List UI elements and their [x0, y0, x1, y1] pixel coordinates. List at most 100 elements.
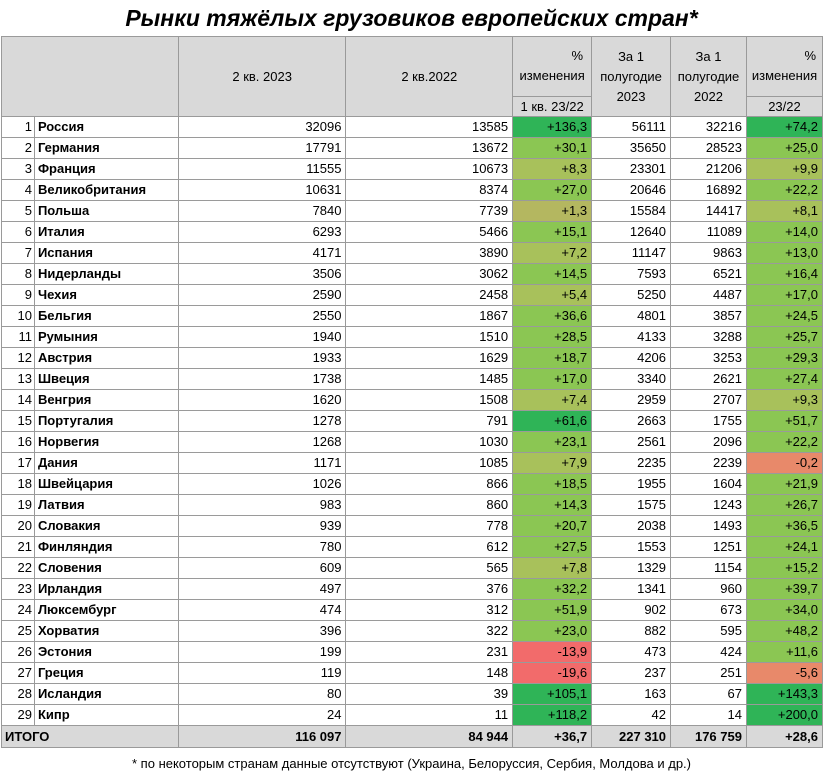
country-name: Бельгия [33, 305, 179, 327]
header-h1-2022-line2: полугодие [677, 68, 740, 84]
table-row: 15 Португалия 1278 791 +61,6 2663 1755 +51,7 [1, 410, 823, 432]
table-row: 25 Хорватия 396 322 +23,0 882 595 +48,2 [1, 620, 823, 642]
pct-change-quarter: +23,1 [512, 431, 593, 453]
h1-2023-value: 2038 [591, 515, 672, 537]
row-number: 8 [1, 263, 35, 285]
q2-2023-value: 780 [177, 536, 347, 558]
h1-2022-value: 1154 [670, 557, 747, 579]
h1-2022-value: 2621 [670, 368, 747, 390]
pct-change-quarter: +18,7 [512, 347, 593, 369]
header-subrow: 1 кв. 23/22 23/22 [2, 95, 823, 118]
table-row: 28 Исландия 80 39 +105,1 163 67 +143,3 [1, 683, 823, 705]
row-number: 25 [1, 620, 35, 642]
row-number: 10 [1, 305, 35, 327]
h1-2023-value: 23301 [591, 158, 672, 180]
q2-2022-value: 1867 [345, 305, 514, 327]
h1-2023-value: 20646 [591, 179, 672, 201]
q2-2022-value: 565 [345, 557, 514, 579]
pct-change-halfyear: +22,2 [745, 179, 823, 201]
header-change-quarter-sub: 1 кв. 23/22 [512, 95, 593, 118]
total-q2-2022: 84 944 [345, 725, 514, 748]
h1-2022-value: 4487 [670, 284, 747, 306]
country-name: Швеция [33, 368, 179, 390]
h1-2022-value: 32216 [670, 116, 747, 138]
q2-2023-value: 1940 [177, 326, 347, 348]
header-change-halfyear: % изменения [745, 36, 823, 97]
row-number: 29 [1, 704, 35, 726]
pct-change-halfyear: +27,4 [745, 368, 823, 390]
table-row: 23 Ирландия 497 376 +32,2 1341 960 +39,7 [1, 578, 823, 600]
q2-2022-value: 3890 [345, 242, 514, 264]
total-h1-2022: 176 759 [670, 725, 747, 748]
country-name: Венгрия [33, 389, 179, 411]
country-name: Австрия [33, 347, 179, 369]
pct-change-quarter: +28,5 [512, 326, 593, 348]
table-title: Рынки тяжёлых грузовиков европейских стр… [125, 5, 698, 31]
q2-2022-value: 778 [345, 515, 514, 537]
q2-2023-value: 983 [177, 494, 347, 516]
header-change-quarter-line2: изменения [519, 68, 585, 84]
h1-2022-value: 16892 [670, 179, 747, 201]
pct-change-quarter: +27,5 [512, 536, 593, 558]
h1-2023-value: 4206 [591, 347, 672, 369]
table-body: 1 Россия 32096 13585 +136,3 56111 32216 +74,2 2 Г… [1, 116, 823, 726]
pct-change-halfyear: +36,5 [745, 515, 823, 537]
h1-2022-value: 2707 [670, 389, 747, 411]
q2-2023-value: 11555 [177, 158, 347, 180]
country-name: Хорватия [33, 620, 179, 642]
country-name: Великобритания [33, 179, 179, 201]
row-number: 4 [1, 179, 35, 201]
header-q2-2023: 2 кв. 2023 [177, 36, 347, 117]
table-row: 11 Румыния 1940 1510 +28,5 4133 3288 +25,7 [1, 326, 823, 348]
country-name: Словения [33, 557, 179, 579]
q2-2023-value: 1026 [177, 473, 347, 495]
h1-2022-value: 1493 [670, 515, 747, 537]
country-name: Греция [33, 662, 179, 684]
total-label: ИТОГО [1, 725, 179, 748]
table-row: 22 Словения 609 565 +7,8 1329 1154 +15,2 [1, 557, 823, 579]
row-number: 14 [1, 389, 35, 411]
row-number: 27 [1, 662, 35, 684]
pct-change-quarter: +15,1 [512, 221, 593, 243]
row-number: 21 [1, 536, 35, 558]
q2-2022-value: 791 [345, 410, 514, 432]
q2-2023-value: 609 [177, 557, 347, 579]
q2-2023-value: 1171 [177, 452, 347, 474]
table-row: 17 Дания 1171 1085 +7,9 2235 2239 -0,2 [1, 452, 823, 474]
pct-change-quarter: +1,3 [512, 200, 593, 222]
h1-2023-value: 1329 [591, 557, 672, 579]
q2-2022-value: 7739 [345, 200, 514, 222]
pct-change-halfyear: +24,1 [745, 536, 823, 558]
h1-2023-value: 3340 [591, 368, 672, 390]
q2-2022-value: 8374 [345, 179, 514, 201]
h1-2022-value: 11089 [670, 221, 747, 243]
table-row: 8 Нидерланды 3506 3062 +14,5 7593 6521 +16,4 [1, 263, 823, 285]
q2-2023-value: 497 [177, 578, 347, 600]
row-number: 7 [1, 242, 35, 264]
h1-2022-value: 1755 [670, 410, 747, 432]
country-name: Швейцария [33, 473, 179, 495]
pct-change-halfyear: +21,9 [745, 473, 823, 495]
q2-2022-value: 1508 [345, 389, 514, 411]
h1-2023-value: 1575 [591, 494, 672, 516]
table-row: 9 Чехия 2590 2458 +5,4 5250 4487 +17,0 [1, 284, 823, 306]
pct-change-quarter: +7,8 [512, 557, 593, 579]
pct-change-quarter: +51,9 [512, 599, 593, 621]
q2-2022-value: 39 [345, 683, 514, 705]
header-blank-cell [1, 36, 179, 117]
q2-2023-value: 2590 [177, 284, 347, 306]
h1-2023-value: 2235 [591, 452, 672, 474]
row-number: 11 [1, 326, 35, 348]
row-number: 9 [1, 284, 35, 306]
table-row: 6 Италия 6293 5466 +15,1 12640 11089 +14,0 [1, 221, 823, 243]
h1-2022-value: 21206 [670, 158, 747, 180]
q2-2022-value: 10673 [345, 158, 514, 180]
row-number: 2 [1, 137, 35, 159]
h1-2022-value: 3857 [670, 305, 747, 327]
q2-2022-value: 866 [345, 473, 514, 495]
pct-change-quarter: +105,1 [512, 683, 593, 705]
q2-2023-value: 1933 [177, 347, 347, 369]
q2-2023-value: 17791 [177, 137, 347, 159]
pct-change-halfyear: +25,0 [745, 137, 823, 159]
pct-change-quarter: +8,3 [512, 158, 593, 180]
